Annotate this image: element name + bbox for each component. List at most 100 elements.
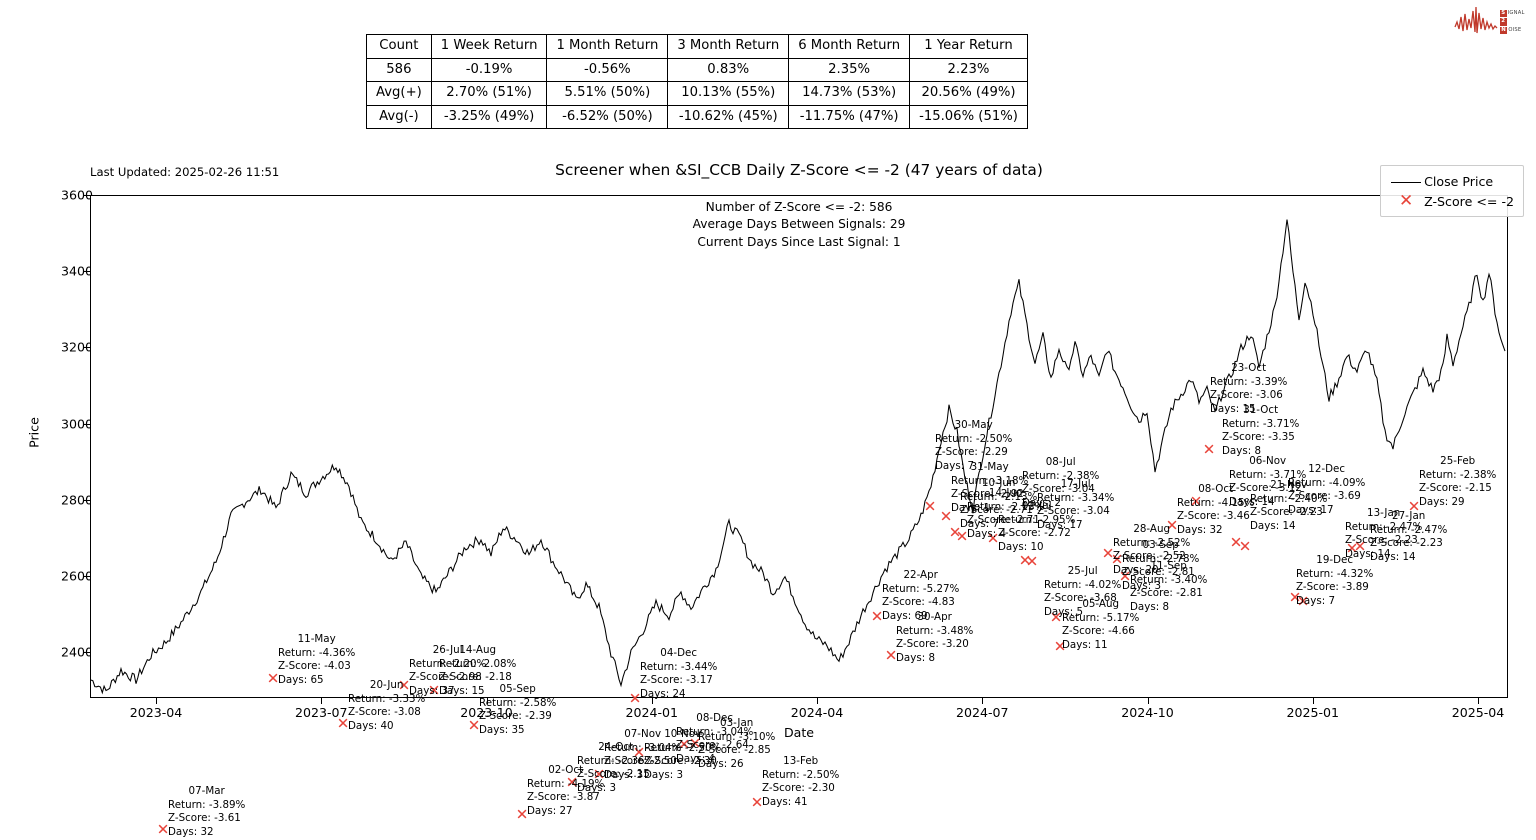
- annotation-days: Days: 4: [676, 753, 715, 766]
- x-tick-mark-7: [1312, 698, 1314, 704]
- legend-line-icon: [1388, 174, 1424, 189]
- signal-marker-28: ✕: [1189, 492, 1203, 511]
- signal-marker-25: ✕: [1101, 544, 1115, 563]
- signal-annotation-13: 13-Feb Return: -2.50% Z-Score: -2.30 Days: …: [762, 755, 839, 810]
- table-row: Avg(-) -3.25% (49%) -6.52% (50%) -10.62% (4…: [366, 104, 1028, 129]
- annotation-return: Return: -2.50%: [762, 768, 840, 781]
- y-tick-mark-3: [84, 423, 90, 425]
- annotation-days: Days: 27: [527, 805, 573, 818]
- table-cell-r2-c0: Avg(-): [366, 104, 432, 129]
- signal-marker-5: ✕: [467, 716, 481, 735]
- y-axis-label: Price: [26, 417, 42, 448]
- signal-marker-11: ✕: [677, 735, 691, 754]
- x-tick-mark-2: [486, 698, 488, 704]
- annotation-date: 07-Mar: [188, 785, 225, 797]
- annotation-zscore: Z-Score: -2.15: [577, 768, 650, 781]
- table-header-cell-4: 6 Month Return: [788, 34, 911, 59]
- logo-badge-n: N: [1500, 26, 1508, 35]
- table-cell-r0-c1: -0.19%: [430, 57, 548, 82]
- annotation-zscore: Z-Score: -3.61: [168, 812, 241, 825]
- signal-marker-20: ✕: [986, 529, 1000, 548]
- waveform-icon: [1454, 6, 1498, 34]
- table-header-cell-2: 1 Month Return: [546, 34, 669, 59]
- x-tick-label-0: 2023-04: [129, 705, 183, 720]
- legend-item-close-price: Close Price: [1388, 171, 1514, 191]
- signal-marker-27: ✕: [1118, 567, 1132, 586]
- table-cell-r1-c4: 14.73% (53%): [788, 81, 911, 106]
- signal-marker-29: ✕: [1202, 440, 1216, 459]
- table-cell-r0-c0: 586: [366, 57, 432, 82]
- signal-marker-18: ✕: [948, 523, 962, 542]
- signal-annotation-0: 07-Mar Return: -3.89% Z-Score: -3.61 Days: …: [168, 785, 245, 840]
- annotation-days: Days: 32: [168, 826, 214, 839]
- chart-title: Screener when &SI_CCB Daily Z-Score <= -…: [555, 161, 1043, 179]
- x-tick-label-3: 2024-01: [625, 705, 679, 720]
- signal-marker-10: ✕: [628, 689, 642, 708]
- table-header-cell-1: 1 Week Return: [430, 34, 548, 59]
- table-cell-r0-c2: -0.56%: [546, 57, 669, 82]
- signal-marker-4: ✕: [427, 681, 441, 700]
- signal-marker-35: ✕: [1345, 539, 1359, 558]
- signal-marker-14: ✕: [870, 607, 884, 626]
- y-tick-mark-4: [84, 347, 90, 349]
- annotation-days: Days: 3: [644, 769, 683, 782]
- annotation-zscore: Z-Score: -2.30: [762, 782, 835, 795]
- y-tick-label-2: 2800: [60, 492, 93, 508]
- legend-label-close-price: Close Price: [1424, 173, 1494, 189]
- annotation-zscore: Z-Score: -2.30: [644, 755, 717, 768]
- table-header-cell-0: Count: [366, 34, 432, 59]
- table-row: 586 -0.19% -0.56% 0.83% 2.35% 2.23%: [366, 57, 1028, 82]
- logo-badge-2: 2: [1500, 18, 1507, 26]
- signal-marker-22: ✕: [1025, 552, 1039, 571]
- plot-area: [90, 195, 1508, 698]
- annotation-days: Days: 3: [577, 782, 616, 795]
- signal-marker-33: ✕: [1288, 588, 1302, 607]
- annotation-zscore: Z-Score: -2.85: [698, 744, 771, 757]
- table-header-row: Count 1 Week Return 1 Month Return 3 Month …: [366, 34, 1028, 59]
- brand-logo: S IGNAL 2 N OISE: [1454, 2, 1532, 42]
- legend-cross-icon: ✕: [1398, 190, 1414, 211]
- logo-badge-s: S: [1500, 9, 1507, 18]
- signal-marker-30: ✕: [1165, 516, 1179, 535]
- last-updated-label: Last Updated: 2025-02-26 11:51: [90, 165, 280, 179]
- price-chart: Last Updated: 2025-02-26 11:51 Screener …: [0, 155, 1536, 838]
- annotation-days: Days: 41: [762, 796, 808, 809]
- signal-marker-19: ✕: [955, 527, 969, 546]
- signal-marker-12: ✕: [688, 734, 702, 753]
- y-tick-mark-2: [84, 499, 90, 501]
- signal-marker-31: ✕: [1229, 533, 1243, 552]
- y-tick-label-6: 3600: [60, 187, 93, 203]
- x-tick-label-6: 2024-10: [1121, 705, 1174, 720]
- signal-marker-9: ✕: [632, 743, 646, 762]
- signal-marker-0: ✕: [156, 820, 170, 839]
- annotation-return: Return: -3.89%: [168, 798, 246, 811]
- y-tick-mark-1: [84, 576, 90, 578]
- annotation-zscore: Z-Score: -3.87: [527, 791, 600, 804]
- signal-marker-17: ✕: [939, 507, 953, 526]
- logo-line-signal: S IGNAL: [1500, 9, 1525, 18]
- y-tick-mark-5: [84, 271, 90, 273]
- signal-marker-15: ✕: [884, 646, 898, 665]
- table-row: Avg(+) 2.70% (51%) 5.51% (50%) 10.13% (55%)…: [366, 81, 1028, 106]
- signal-marker-37: ✕: [1407, 497, 1421, 516]
- x-tick-mark-4: [817, 698, 818, 704]
- table-cell-r1-c5: 20.56% (49%): [909, 81, 1028, 106]
- signal-marker-6: ✕: [515, 805, 529, 824]
- x-tick-label-8: 2025-04: [1451, 705, 1505, 720]
- signal-marker-13: ✕: [750, 793, 764, 812]
- x-tick-label-7: 2025-01: [1286, 705, 1340, 720]
- signal-marker-34: ✕: [1296, 592, 1310, 611]
- signal-marker-23: ✕: [1049, 608, 1063, 627]
- signal-marker-2: ✕: [336, 714, 350, 733]
- logo-line-two: 2: [1500, 18, 1525, 26]
- logo-text-signal: IGNAL: [1507, 9, 1525, 16]
- summary-statistics-table: Count 1 Week Return 1 Month Return 3 Month …: [366, 34, 1028, 129]
- y-tick-label-4: 3200: [60, 339, 93, 355]
- signal-marker-1: ✕: [266, 669, 280, 688]
- y-tick-mark-0: [84, 652, 90, 654]
- signal-marker-24: ✕: [1053, 637, 1067, 656]
- x-tick-label-2: 2023-10: [460, 705, 513, 720]
- table-cell-r2-c4: -11.75% (47%): [788, 104, 911, 129]
- x-tick-mark-6: [1147, 698, 1149, 704]
- table-cell-r1-c1: 2.70% (51%): [430, 81, 548, 106]
